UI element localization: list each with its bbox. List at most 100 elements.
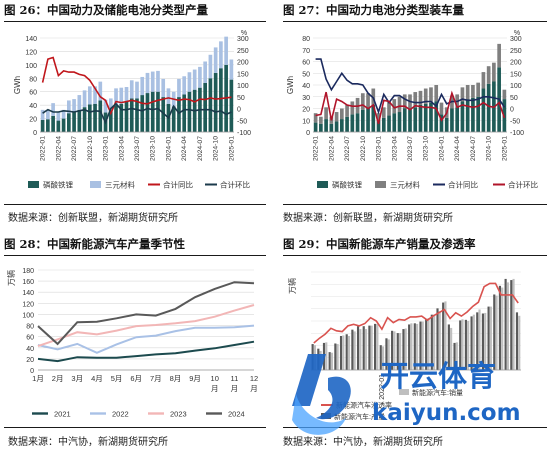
p26-line-yoy	[41, 56, 232, 116]
p26-bar-ncm	[161, 78, 166, 98]
p28-legend-label: 2023	[170, 410, 187, 419]
p26-bar-ncm	[46, 109, 50, 120]
p26-bar-lfp	[82, 107, 87, 132]
p29-bar-sales	[359, 329, 362, 370]
p29-bar-sales	[450, 327, 453, 370]
p27-bar-lfp	[371, 104, 376, 132]
p29-bar-production	[419, 321, 422, 370]
p26-bar-lfp	[114, 105, 118, 132]
p27-bar-lfp	[334, 121, 339, 132]
p29-bar-production	[453, 342, 456, 370]
p28-xtick: 6月	[130, 374, 142, 383]
p27-xtick: 2024-01	[438, 136, 445, 161]
p27-bar-lfp	[319, 123, 323, 132]
p27-xtick: 2025-01	[501, 136, 508, 161]
p29-bar-production	[402, 329, 405, 370]
p27-bar-lfp	[481, 88, 486, 132]
p26-xtick: 2025-01	[228, 136, 235, 161]
p26-bar-lfp	[219, 68, 223, 132]
p26-xtick: 2022-01	[40, 136, 47, 161]
p29-bar-production	[345, 334, 348, 370]
p27-bar-lfp	[429, 102, 433, 132]
p29-bar-sales	[484, 312, 487, 370]
p27-legend-label: 合计环比	[508, 180, 538, 190]
p26-ytick-right: 200	[237, 60, 249, 67]
p29-bar-sales	[376, 323, 379, 370]
p27-bar-ncm	[439, 102, 444, 115]
p26-bar-ncm	[77, 95, 82, 110]
p26-legend-label: 合计环比	[220, 180, 250, 190]
p27-ytick-left: 40	[302, 83, 310, 90]
p27-bar-ncm	[345, 104, 349, 117]
p26-ytick-right: 50	[237, 95, 245, 102]
p29-bar-production	[391, 330, 394, 370]
p26-bar-ncm	[156, 70, 160, 92]
p27-bar-lfp	[486, 83, 491, 132]
p26-bar-lfp	[67, 113, 71, 132]
p29-bar-sales	[364, 329, 368, 370]
p29-bar-production	[498, 285, 502, 370]
p27-bar-lfp	[387, 115, 391, 132]
p27-bar-lfp	[360, 109, 365, 132]
p29-bar-production	[385, 338, 388, 370]
p26-bar-ncm	[129, 80, 134, 99]
p29-bar-sales	[501, 287, 504, 370]
p27-bar-lfp	[413, 107, 418, 132]
p27-bar-lfp	[423, 103, 428, 132]
p27-bar-ncm	[392, 99, 397, 114]
p29-bar-sales	[410, 323, 413, 370]
p29-bar-sales	[512, 278, 515, 370]
p29-bar-production	[408, 324, 411, 370]
p26-bar-ncm	[51, 103, 55, 116]
p27-xtick: 2024-07	[470, 136, 477, 161]
p26-bar-ncm	[208, 54, 213, 79]
p27-bar-ncm	[360, 93, 365, 110]
p29-bar-sales	[421, 321, 424, 370]
panel-28-rule-bottom	[4, 427, 266, 428]
p29-bar-sales	[438, 311, 441, 370]
p26-xtick: 2024-01	[165, 136, 172, 161]
p29-bar-production	[368, 325, 371, 370]
p29-bar-sales	[353, 331, 356, 370]
p27-bar-lfp	[355, 113, 360, 132]
p27-bar-lfp	[465, 99, 470, 132]
p28-ytick: 160	[22, 279, 34, 286]
p26-legend-label: 磷酸铁锂	[43, 180, 73, 190]
p26-legend-label: 三元材料	[105, 180, 135, 190]
p27-xtick: 2023-07	[407, 136, 414, 161]
p27-bar-lfp	[476, 96, 480, 132]
p29-bar-production	[476, 312, 479, 370]
p29-bar-sales	[404, 328, 407, 370]
p29-bar-production	[351, 329, 354, 370]
p28-ytick: 40	[26, 346, 34, 353]
p26-bar-ncm	[182, 76, 187, 95]
panel-26-rule-bottom	[4, 204, 266, 205]
p29-bar-production	[504, 278, 507, 370]
p27-legend-swatch	[375, 181, 386, 188]
p26-bar-lfp	[187, 91, 192, 132]
p29-bar-sales	[381, 346, 385, 370]
p27-bar-ncm	[429, 87, 433, 103]
p28-xtick: 7月	[150, 374, 162, 383]
p27-ytick-right: 250	[510, 48, 522, 55]
p27-bar-lfp	[439, 114, 444, 132]
p27-bar-lfp	[434, 101, 439, 132]
p26-bar-lfp	[72, 111, 76, 132]
p29-bar-sales	[455, 342, 458, 370]
p27-ytick-left: 30	[302, 95, 310, 102]
p28-line-2022	[37, 324, 255, 354]
p26-bar-ncm	[124, 87, 129, 102]
p28-xtick-unit: 月	[250, 384, 258, 393]
p27-ylabel-right: %	[514, 30, 520, 37]
p29-bar-sales	[461, 319, 464, 370]
p27-line-yoy	[315, 58, 506, 115]
panel-27-source: 数据来源：创新联盟，新湖期货研究所	[283, 213, 453, 224]
panel-26-title: 图 26：中国动力及储能电池分类型产量	[4, 3, 209, 17]
p28-xtick: 11	[230, 374, 238, 383]
p28-xtick: 8月	[170, 374, 182, 383]
p26-ytick-left: 140	[25, 36, 37, 43]
p29-ylabel: 万辆	[287, 278, 297, 294]
watermark-k-tail	[292, 394, 346, 435]
watermark-brand-text: 开云体育	[380, 359, 496, 393]
p27-ytick-left: 20	[302, 107, 310, 114]
